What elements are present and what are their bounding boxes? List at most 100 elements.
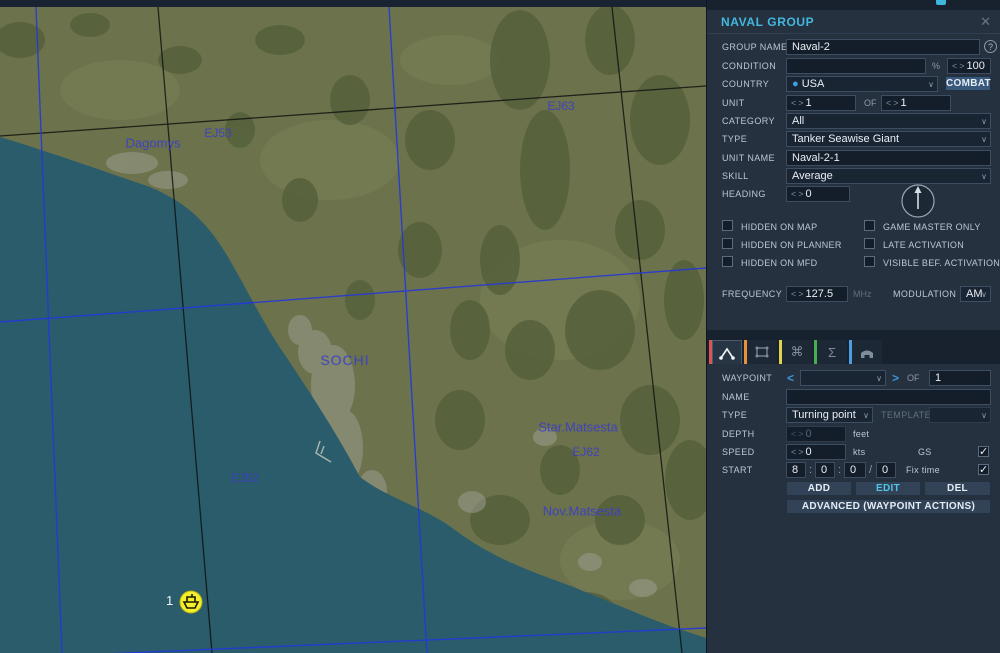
waypoint-name-input[interactable] (786, 389, 991, 405)
heading-spinner[interactable]: < >0 (786, 186, 850, 202)
tab-triggered-actions[interactable]: ⌘ (779, 340, 812, 364)
modulation-select[interactable]: AM ∨ (960, 286, 991, 302)
tab-hangar[interactable] (849, 340, 882, 364)
modulation-label: MODULATION (893, 289, 957, 299)
chevron-down-icon: ∨ (981, 172, 987, 181)
edit-button[interactable]: EDIT (855, 481, 921, 496)
country-select[interactable]: ● USA ∨ (786, 76, 938, 92)
gs-label: GS (918, 447, 932, 457)
unit-name-row: UNIT NAME Naval-2-1 (707, 150, 1000, 166)
advanced-row: ADVANCED (WAYPOINT ACTIONS) (707, 499, 1000, 515)
unit-total-spinner[interactable]: < >1 (881, 95, 951, 111)
add-button[interactable]: ADD (786, 481, 852, 496)
of-label: OF (864, 98, 877, 108)
tab-route-colorbar (709, 340, 712, 364)
gs-checkbox[interactable] (978, 445, 989, 458)
type-label: TYPE (722, 134, 748, 144)
frequency-row: FREQUENCY < >127.5 MHz MODULATION AM ∨ (707, 286, 1000, 302)
waypoint-tabstrip: ⌘ Σ (707, 330, 1000, 364)
depth-spinner[interactable]: < >0 (786, 426, 846, 442)
hidden-on-map-checkbox[interactable] (722, 220, 733, 231)
condition-input[interactable] (786, 58, 926, 74)
close-icon[interactable]: ✕ (980, 14, 991, 29)
hidden-on-mfd-checkbox[interactable] (722, 256, 733, 267)
tab-summary[interactable]: Σ (814, 340, 847, 364)
unit-name-input[interactable]: Naval-2-1 (786, 150, 991, 166)
waypoint-name-row: NAME (707, 389, 1000, 405)
tab-zone[interactable] (744, 340, 777, 364)
start-hours-input[interactable]: 8 (786, 462, 806, 478)
start-day-input[interactable]: 0 (876, 462, 896, 478)
category-row: CATEGORY All ∨ (707, 113, 1000, 129)
waypoint-type-select[interactable]: Turning point ∨ (786, 407, 873, 423)
unit-name-label: UNIT NAME (722, 153, 775, 163)
map-view[interactable]: Dagomys EJ53 EJ63 SOCHI Star.Matsesta EJ… (0, 0, 706, 653)
advanced-waypoint-actions-button[interactable]: ADVANCED (WAYPOINT ACTIONS) (786, 499, 991, 514)
tab-actions-colorbar (779, 340, 782, 364)
speed-spinner[interactable]: < >0 (786, 444, 846, 460)
waypoint-total-input[interactable]: 1 (929, 370, 991, 386)
fix-time-label: Fix time (906, 465, 940, 475)
checkbox-row-2: HIDDEN ON PLANNER LATE ACTIVATION (707, 238, 1000, 250)
heading-dial[interactable] (900, 183, 936, 219)
help-icon[interactable]: ? (984, 40, 997, 53)
frequency-spinner[interactable]: < >127.5 (786, 286, 848, 302)
skill-row: SKILL Average ∨ (707, 168, 1000, 184)
skill-select[interactable]: Average ∨ (786, 168, 991, 184)
tab-route[interactable] (709, 340, 742, 364)
naval-unit-marker[interactable]: 1 (160, 586, 220, 618)
visible-bef-activation-checkbox[interactable] (864, 256, 875, 267)
chevron-down-icon: ∨ (876, 374, 882, 383)
start-label: START (722, 465, 753, 475)
waypoint-of-label: OF (907, 373, 920, 383)
combat-button[interactable]: COMBAT (945, 76, 991, 91)
prev-waypoint-icon[interactable]: < (787, 371, 795, 385)
heading-row: HEADING < >0 (707, 186, 1000, 202)
del-button[interactable]: DEL (924, 481, 991, 496)
panel-pin-icon[interactable] (936, 0, 946, 5)
start-seconds-input[interactable]: 0 (844, 462, 866, 478)
map-grid-blue (0, 6, 706, 653)
spinner-right-icon[interactable]: > (959, 61, 965, 71)
category-select[interactable]: All ∨ (786, 113, 991, 129)
spinner-left-icon[interactable]: < (952, 61, 958, 71)
unit-number-label: 1 (166, 593, 174, 608)
depth-row: DEPTH < >0 feet (707, 426, 1000, 442)
start-row: START 8 : 0 : 0 / 0 Fix time (707, 462, 1000, 478)
waypoint-select[interactable]: ∨ (800, 370, 886, 386)
late-activation-checkbox[interactable] (864, 238, 875, 249)
unit-count-spinner[interactable]: < >1 (786, 95, 856, 111)
map-label-dagomys: Dagomys (125, 135, 181, 151)
chevron-down-icon: ∨ (981, 290, 987, 299)
next-waypoint-icon[interactable]: > (892, 371, 900, 385)
type-select[interactable]: Tanker Seawise Giant ∨ (786, 131, 991, 147)
game-master-only-checkbox[interactable] (864, 220, 875, 231)
depth-label: DEPTH (722, 429, 755, 439)
map-grid-black (0, 6, 706, 653)
top-bar (0, 0, 706, 7)
tab-zone-colorbar (744, 340, 747, 364)
country-label: COUNTRY (722, 79, 770, 89)
skill-label: SKILL (722, 171, 749, 181)
fix-time-checkbox[interactable] (978, 463, 989, 476)
start-minutes-input[interactable]: 0 (815, 462, 835, 478)
ship-icon (179, 590, 203, 614)
game-master-only-label: GAME MASTER ONLY (883, 222, 981, 232)
day-separator: / (869, 464, 873, 476)
waypoint-buttons-row: ADD EDIT DEL (707, 481, 1000, 497)
hidden-on-planner-label: HIDDEN ON PLANNER (741, 240, 842, 250)
group-name-input[interactable]: Naval-2 (786, 39, 980, 55)
map-label-ej52: EJ52 (231, 471, 259, 485)
route-icon (712, 340, 742, 364)
percent-label: % (932, 61, 941, 71)
feet-label: feet (853, 429, 870, 439)
chevron-down-icon: ∨ (981, 135, 987, 144)
map-label-sochi: SOCHI (320, 352, 370, 368)
time-separator: : (838, 464, 842, 476)
condition-spinner[interactable]: < >100 (947, 58, 991, 74)
template-select[interactable]: ∨ (929, 407, 991, 423)
time-separator: : (809, 464, 813, 476)
tab-hangar-colorbar (849, 340, 852, 364)
hidden-on-planner-checkbox[interactable] (722, 238, 733, 249)
checkbox-row-1: HIDDEN ON MAP GAME MASTER ONLY (707, 220, 1000, 232)
